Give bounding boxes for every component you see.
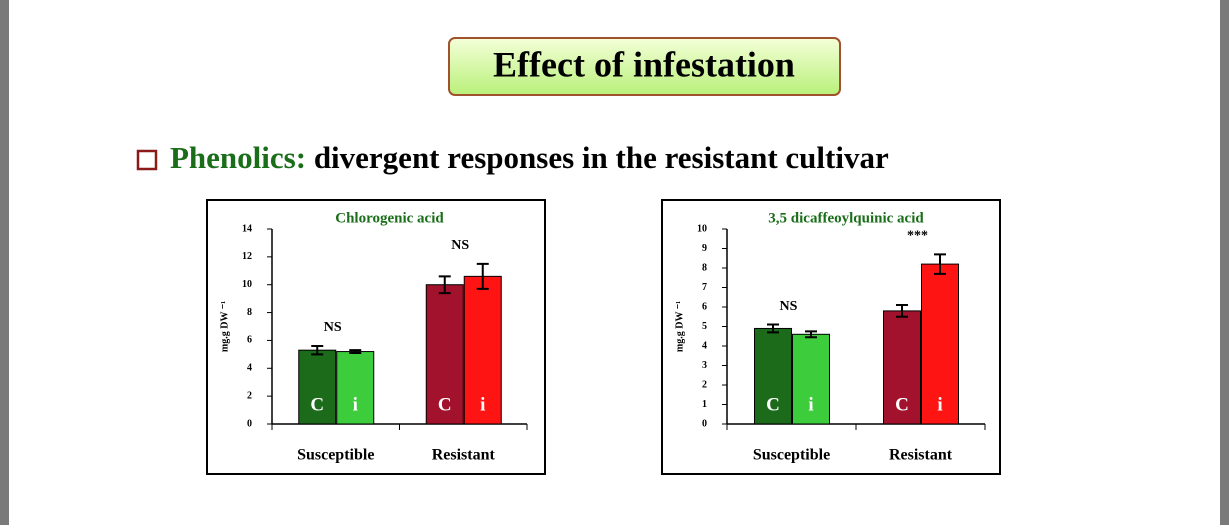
y-tick-label: 6 bbox=[247, 335, 252, 346]
bar bbox=[921, 263, 959, 425]
y-tick-label: 9 bbox=[702, 243, 707, 254]
bar-label: i bbox=[808, 394, 813, 415]
bar bbox=[336, 351, 375, 425]
heading-label: Phenolics: bbox=[170, 140, 306, 175]
bar bbox=[463, 275, 502, 425]
error-bar bbox=[767, 323, 779, 334]
bar-label: i bbox=[480, 394, 485, 415]
y-tick-label: 7 bbox=[702, 282, 707, 293]
y-tick-label: 1 bbox=[702, 399, 707, 410]
slide-title: Effect of infestation bbox=[493, 44, 795, 84]
bullet bbox=[136, 149, 158, 171]
bar bbox=[883, 310, 921, 425]
y-tick-label: 2 bbox=[702, 379, 707, 390]
error-bar bbox=[896, 304, 908, 318]
y-tick-label: 3 bbox=[702, 360, 707, 371]
annotation: NS bbox=[451, 238, 469, 253]
x-tick-label: Resistant bbox=[432, 447, 496, 464]
y-tick-label: 4 bbox=[702, 340, 707, 351]
bar-label: C bbox=[895, 394, 909, 415]
error-bar bbox=[805, 330, 817, 339]
y-tick-label: 10 bbox=[242, 279, 252, 290]
y-axis-label: mg.g DW ⁻¹ bbox=[219, 301, 230, 352]
y-tick-label: 8 bbox=[247, 307, 252, 318]
bar bbox=[754, 327, 792, 425]
bar-label: i bbox=[353, 394, 358, 415]
y-tick-label: 5 bbox=[702, 321, 707, 332]
x-tick-label: Susceptible bbox=[297, 447, 374, 464]
title-box bbox=[448, 37, 841, 96]
error-bar bbox=[349, 349, 362, 354]
y-tick-label: 14 bbox=[242, 223, 252, 234]
x-tick-label: Resistant bbox=[889, 447, 953, 464]
error-bar bbox=[476, 262, 489, 290]
bar bbox=[792, 333, 830, 425]
y-axis-label: mg.g DW ⁻¹ bbox=[674, 301, 685, 352]
bar-label: C bbox=[438, 394, 452, 415]
bar bbox=[298, 349, 337, 425]
heading-text: divergent responses in the resistant cul… bbox=[314, 140, 889, 175]
y-tick-label: 8 bbox=[702, 262, 707, 273]
error-bar bbox=[311, 345, 324, 356]
right-edge bbox=[1220, 0, 1229, 525]
annotation: NS bbox=[324, 320, 342, 335]
bar-label: i bbox=[937, 394, 942, 415]
left-edge bbox=[0, 0, 9, 525]
y-tick-label: 0 bbox=[702, 418, 707, 429]
heading: Phenolics: divergent responses in the re… bbox=[170, 140, 889, 175]
annotation: *** bbox=[907, 229, 928, 244]
bar-label: C bbox=[766, 394, 780, 415]
y-tick-label: 2 bbox=[247, 390, 252, 401]
y-tick-label: 10 bbox=[697, 223, 707, 234]
y-tick-label: 0 bbox=[247, 418, 252, 429]
y-tick-label: 4 bbox=[247, 363, 252, 374]
chart-title: Chlorogenic acid bbox=[335, 210, 444, 226]
y-tick-label: 12 bbox=[242, 251, 252, 262]
error-bar bbox=[438, 275, 451, 295]
annotation: NS bbox=[780, 299, 798, 314]
error-bar bbox=[934, 253, 946, 275]
chart-title: 3,5 dicaffeoylquinic acid bbox=[768, 210, 924, 226]
bar-label: C bbox=[310, 394, 324, 415]
y-tick-label: 6 bbox=[702, 301, 707, 312]
x-tick-label: Susceptible bbox=[753, 447, 830, 464]
